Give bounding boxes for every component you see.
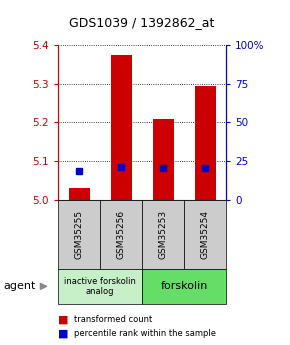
Bar	[195, 86, 216, 200]
Text: GSM35255: GSM35255	[75, 210, 84, 259]
Text: ■: ■	[58, 315, 68, 324]
Text: GDS1039 / 1392862_at: GDS1039 / 1392862_at	[69, 16, 215, 29]
Text: GSM35256: GSM35256	[117, 210, 126, 259]
Text: transformed count: transformed count	[74, 315, 152, 324]
Text: inactive forskolin
analog: inactive forskolin analog	[64, 277, 136, 296]
Text: agent: agent	[3, 282, 35, 291]
Text: ■: ■	[58, 328, 68, 338]
Text: forskolin: forskolin	[160, 282, 208, 291]
Text: GSM35253: GSM35253	[159, 210, 168, 259]
Bar	[110, 55, 132, 200]
Bar	[153, 119, 174, 200]
Bar	[68, 188, 90, 200]
Text: GSM35254: GSM35254	[201, 210, 210, 259]
Text: percentile rank within the sample: percentile rank within the sample	[74, 329, 216, 338]
